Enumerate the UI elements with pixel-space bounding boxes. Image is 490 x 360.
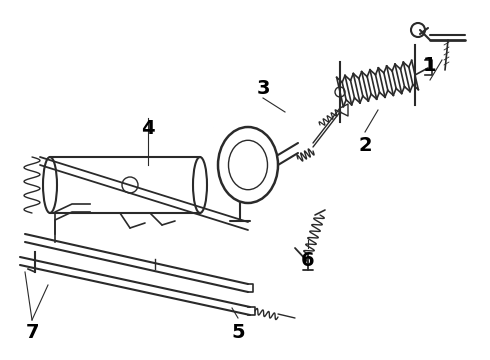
Text: 1: 1 bbox=[423, 55, 437, 75]
Text: 6: 6 bbox=[301, 251, 315, 270]
Text: 4: 4 bbox=[141, 118, 155, 138]
Text: 5: 5 bbox=[231, 323, 245, 342]
Text: 2: 2 bbox=[358, 135, 372, 154]
Text: 3: 3 bbox=[256, 78, 270, 98]
Text: 7: 7 bbox=[25, 323, 39, 342]
